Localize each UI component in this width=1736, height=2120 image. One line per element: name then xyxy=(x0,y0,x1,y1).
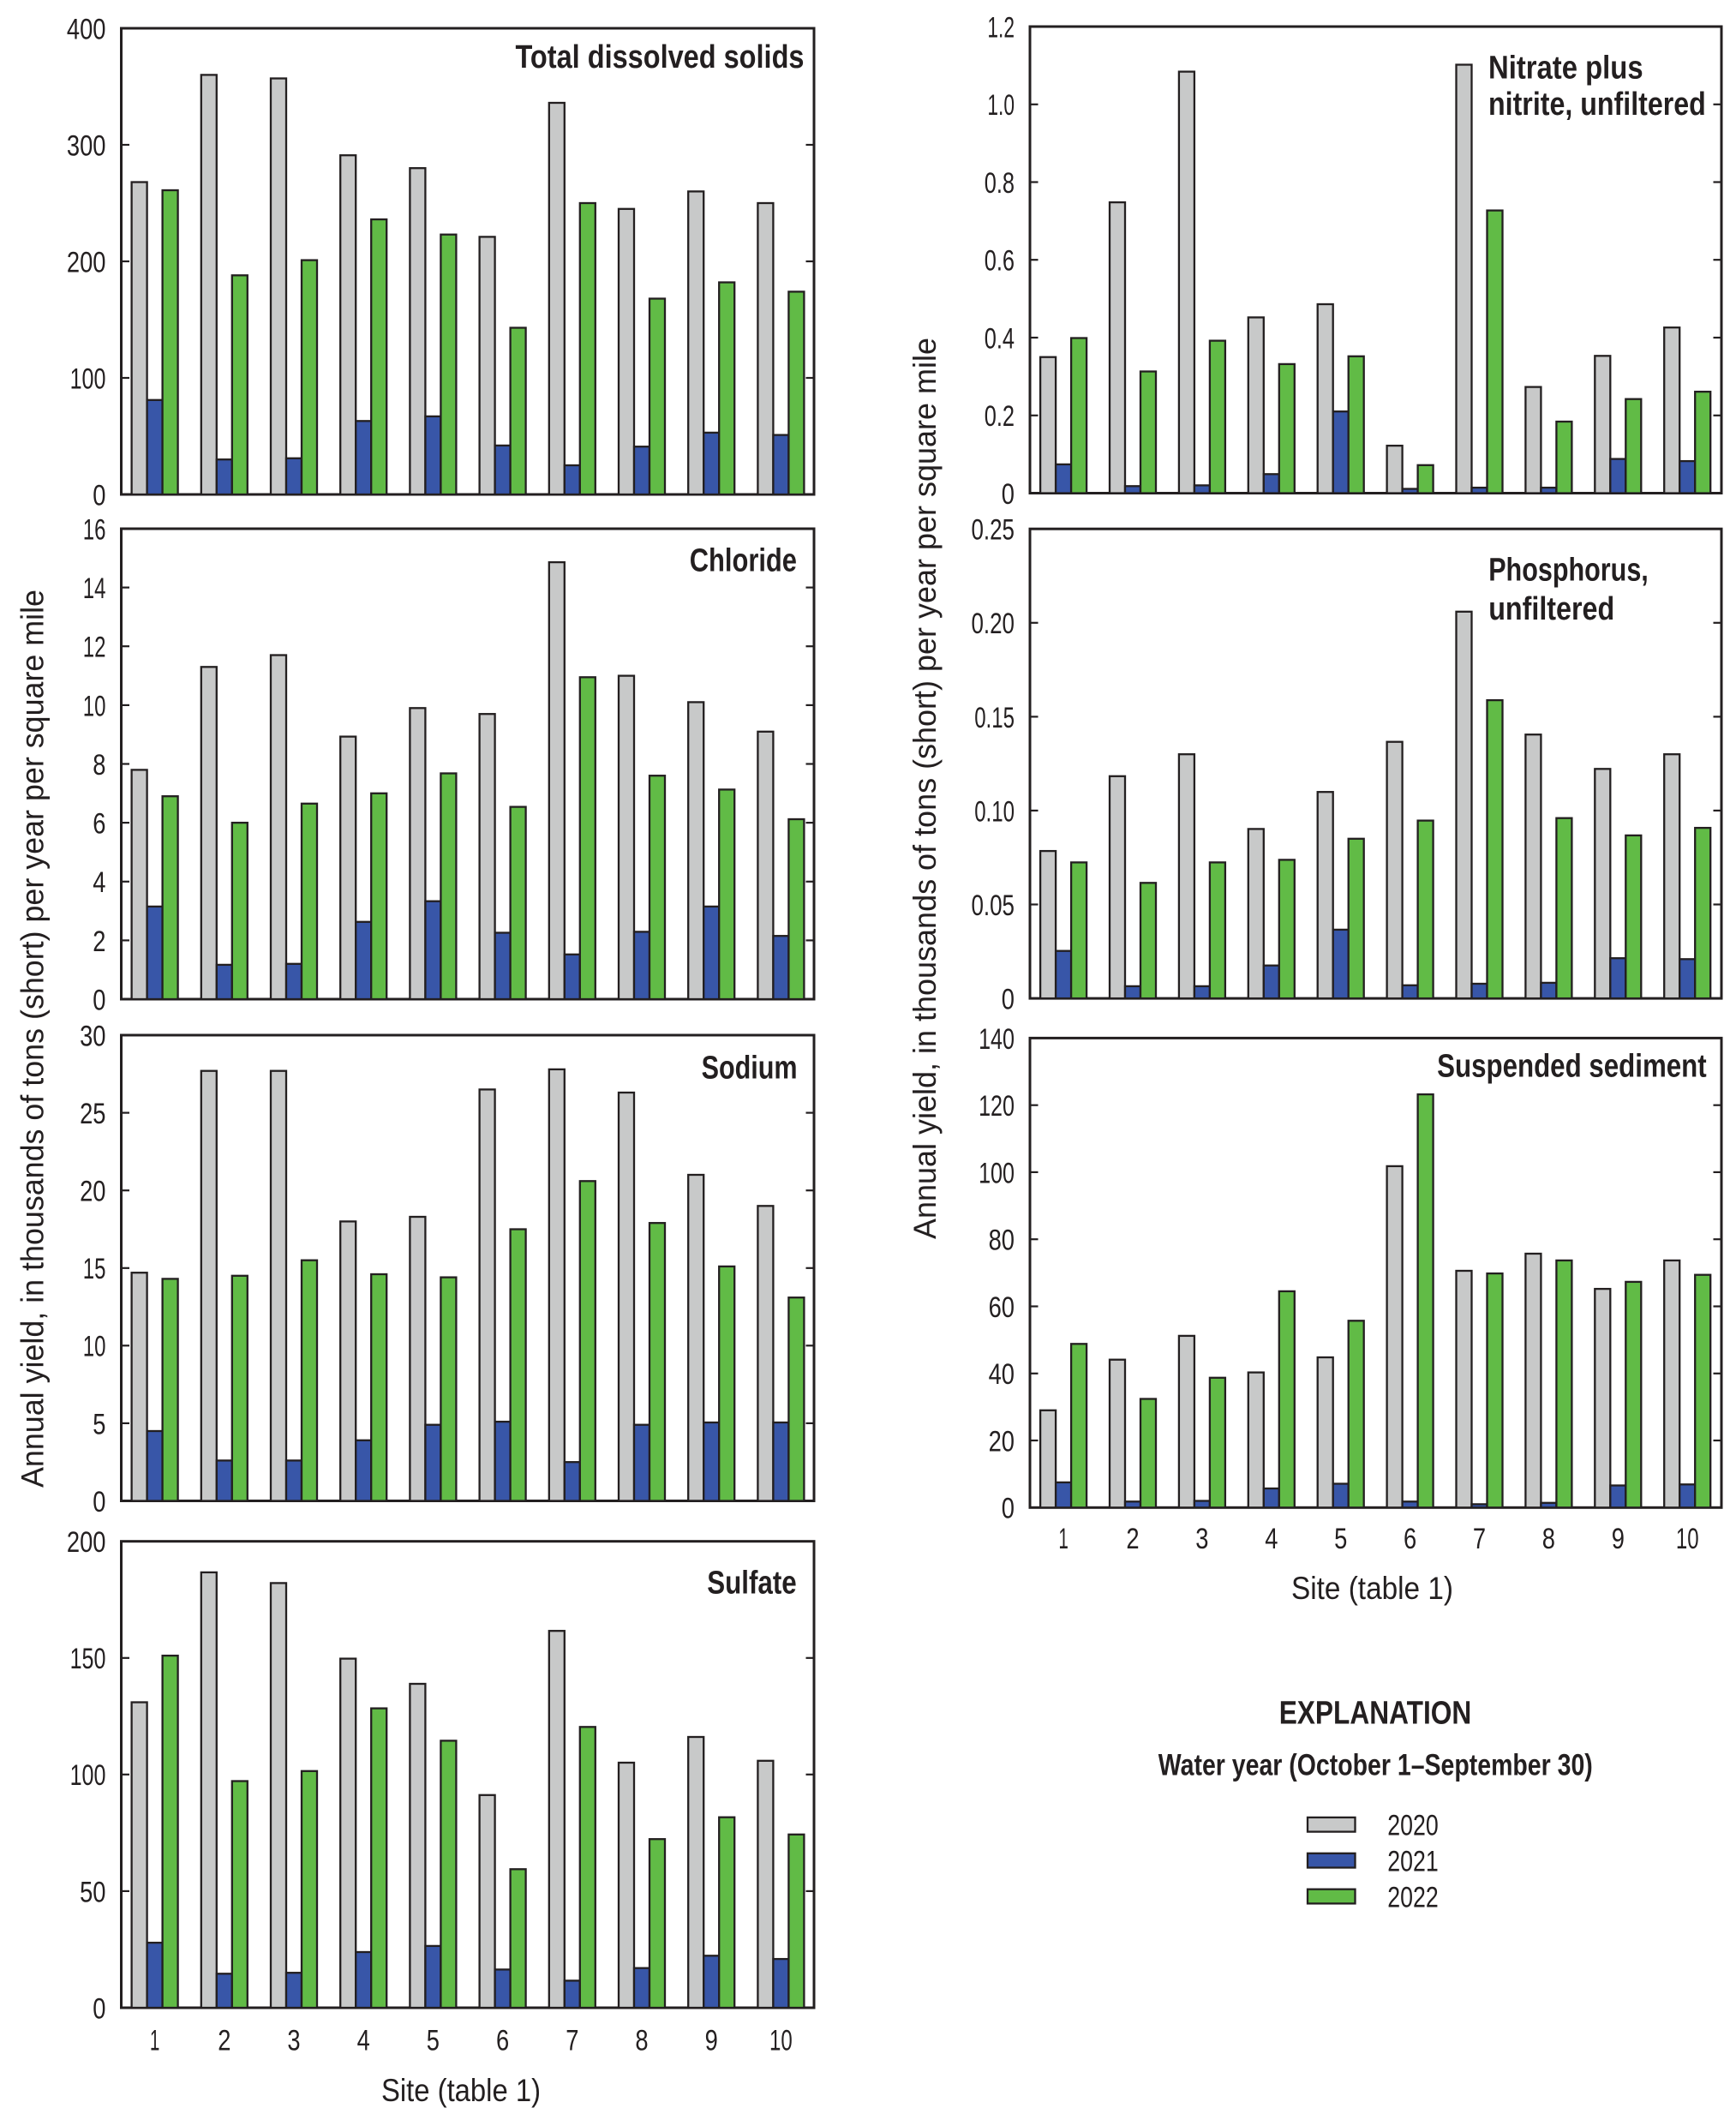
svg-text:12: 12 xyxy=(83,632,106,664)
svg-text:200: 200 xyxy=(67,1526,106,1559)
svg-text:0.2: 0.2 xyxy=(985,400,1015,433)
svg-text:0: 0 xyxy=(93,1992,105,2025)
svg-text:6: 6 xyxy=(496,2025,509,2057)
svg-text:0.25: 0.25 xyxy=(972,514,1015,547)
svg-text:Site (table 1): Site (table 1) xyxy=(1291,1571,1453,1606)
svg-text:7: 7 xyxy=(566,2025,578,2057)
svg-text:0.4: 0.4 xyxy=(985,322,1015,355)
svg-text:0: 0 xyxy=(93,1486,105,1518)
svg-text:0.10: 0.10 xyxy=(974,795,1015,828)
svg-text:3: 3 xyxy=(1195,1523,1208,1555)
svg-text:200: 200 xyxy=(67,246,106,278)
svg-text:1: 1 xyxy=(1058,1523,1069,1555)
svg-text:4: 4 xyxy=(357,2025,370,2057)
svg-text:300: 300 xyxy=(67,129,106,162)
svg-text:2020: 2020 xyxy=(1387,1810,1439,1842)
svg-text:nitrite, unfiltered: nitrite, unfiltered xyxy=(1488,87,1706,123)
svg-text:2021: 2021 xyxy=(1387,1846,1439,1878)
svg-text:1: 1 xyxy=(150,2025,160,2057)
svg-text:100: 100 xyxy=(70,362,106,395)
svg-text:Sodium: Sodium xyxy=(702,1051,798,1087)
svg-text:140: 140 xyxy=(979,1023,1015,1056)
svg-text:20: 20 xyxy=(989,1425,1015,1458)
svg-text:25: 25 xyxy=(80,1098,105,1130)
svg-text:Water year (October 1–Septembe: Water year (October 1–September 30) xyxy=(1158,1749,1593,1782)
svg-text:0: 0 xyxy=(1002,1493,1015,1525)
svg-text:2: 2 xyxy=(93,925,105,958)
svg-text:8: 8 xyxy=(93,749,105,782)
svg-text:Site (table 1): Site (table 1) xyxy=(381,2073,541,2108)
svg-text:30: 30 xyxy=(80,1020,105,1052)
svg-text:100: 100 xyxy=(70,1759,106,1792)
svg-text:Sulfate: Sulfate xyxy=(707,1566,797,1602)
svg-text:10: 10 xyxy=(83,1331,106,1363)
svg-text:7: 7 xyxy=(1473,1523,1486,1555)
svg-text:Annual yield, in thousands of: Annual yield, in thousands of tons (shor… xyxy=(15,590,51,1488)
svg-text:5: 5 xyxy=(1334,1523,1347,1555)
svg-text:Total dissolved solids: Total dissolved solids xyxy=(516,39,805,75)
svg-text:0.05: 0.05 xyxy=(972,889,1015,922)
svg-text:50: 50 xyxy=(80,1876,105,1908)
svg-text:0: 0 xyxy=(93,984,105,1016)
svg-text:Chloride: Chloride xyxy=(690,543,797,579)
svg-text:40: 40 xyxy=(989,1358,1015,1391)
svg-text:1.2: 1.2 xyxy=(987,11,1015,44)
svg-text:100: 100 xyxy=(979,1157,1015,1189)
svg-text:8: 8 xyxy=(1542,1523,1555,1555)
svg-text:Annual yield, in thousands of: Annual yield, in thousands of tons (shor… xyxy=(907,338,943,1239)
svg-text:14: 14 xyxy=(83,572,106,605)
svg-text:4: 4 xyxy=(1265,1523,1278,1555)
svg-text:0.20: 0.20 xyxy=(972,608,1015,640)
svg-text:2: 2 xyxy=(218,2025,230,2057)
svg-text:3: 3 xyxy=(287,2025,300,2057)
svg-text:10: 10 xyxy=(769,2025,793,2057)
svg-text:0.8: 0.8 xyxy=(985,167,1015,200)
svg-text:Phosphorus,: Phosphorus, xyxy=(1488,553,1649,589)
svg-text:8: 8 xyxy=(635,2025,648,2057)
svg-text:15: 15 xyxy=(83,1253,106,1285)
svg-text:80: 80 xyxy=(989,1225,1015,1257)
svg-text:1.0: 1.0 xyxy=(987,89,1015,122)
svg-text:0: 0 xyxy=(93,479,105,512)
svg-text:0: 0 xyxy=(1002,478,1015,511)
svg-text:60: 60 xyxy=(989,1291,1015,1324)
svg-text:9: 9 xyxy=(705,2025,718,2057)
svg-text:5: 5 xyxy=(427,2025,440,2057)
svg-text:20: 20 xyxy=(80,1176,105,1208)
svg-text:2022: 2022 xyxy=(1387,1882,1439,1914)
svg-text:4: 4 xyxy=(93,866,105,899)
svg-text:6: 6 xyxy=(93,808,105,841)
svg-text:9: 9 xyxy=(1612,1523,1625,1555)
svg-text:Suspended sediment: Suspended sediment xyxy=(1437,1049,1707,1085)
svg-text:EXPLANATION: EXPLANATION xyxy=(1279,1695,1472,1731)
svg-text:120: 120 xyxy=(979,1090,1015,1123)
svg-text:5: 5 xyxy=(93,1408,105,1440)
svg-text:0.6: 0.6 xyxy=(985,245,1015,278)
svg-text:2: 2 xyxy=(1126,1523,1139,1555)
svg-text:150: 150 xyxy=(70,1643,106,1675)
svg-text:400: 400 xyxy=(67,13,106,45)
svg-text:16: 16 xyxy=(83,513,106,546)
svg-text:0: 0 xyxy=(1002,984,1015,1016)
svg-text:6: 6 xyxy=(1404,1523,1416,1555)
svg-text:unfiltered: unfiltered xyxy=(1488,591,1614,627)
svg-text:10: 10 xyxy=(1676,1523,1699,1555)
svg-text:0.15: 0.15 xyxy=(974,702,1015,734)
svg-text:10: 10 xyxy=(83,690,106,722)
svg-text:Nitrate plus: Nitrate plus xyxy=(1488,50,1643,86)
